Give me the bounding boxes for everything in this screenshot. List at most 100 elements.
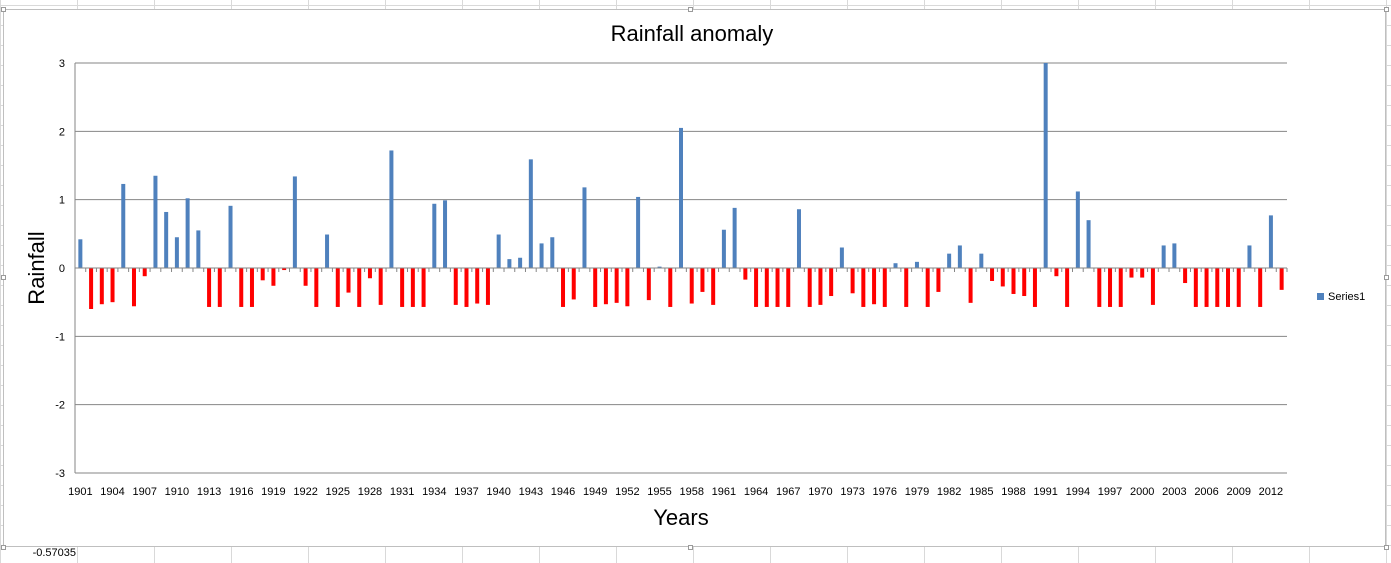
bar-1986: [990, 268, 995, 281]
bar-1953: [636, 196, 641, 268]
resize-handle-left[interactable]: [1, 275, 6, 280]
bar-1974: [861, 268, 866, 307]
bar-2002: [1161, 245, 1166, 268]
chart-area[interactable]: [3, 9, 1386, 547]
x-axis-label: Years: [653, 505, 708, 530]
legend[interactable]: Series1: [1317, 291, 1365, 303]
bar-1954: [646, 268, 651, 301]
bar-1981: [936, 268, 941, 292]
bar-1945: [550, 237, 555, 268]
y-tick-label: -3: [55, 468, 65, 480]
x-tick-label: 1916: [229, 486, 253, 498]
chart-title: Rainfall anomaly: [611, 21, 774, 46]
bar-2011: [1258, 268, 1263, 307]
x-tick-label: 2006: [1194, 486, 1218, 498]
bar-1902: [89, 268, 94, 309]
bar-2008: [1226, 268, 1231, 307]
x-tick-label: 2003: [1162, 486, 1186, 498]
bar-1923: [314, 268, 319, 307]
x-tick-label: 1940: [486, 486, 510, 498]
bar-1940: [496, 234, 501, 268]
bar-1903: [99, 268, 104, 305]
bar-1950: [603, 268, 608, 305]
bar-1960: [711, 268, 716, 305]
y-tick-label: -2: [55, 400, 65, 412]
x-tick-label: 2012: [1259, 486, 1283, 498]
bar-1939: [485, 268, 490, 305]
bar-1989: [1022, 268, 1027, 297]
bar-1922: [303, 268, 308, 286]
bar-1927: [357, 268, 362, 307]
bar-2010: [1247, 245, 1252, 268]
bar-1913: [207, 268, 212, 307]
bar-1956: [668, 268, 673, 307]
bar-1943: [528, 159, 533, 268]
x-tick-label: 1904: [100, 486, 124, 498]
bar-2000: [1140, 268, 1145, 278]
x-tick-label: 1955: [647, 486, 671, 498]
bar-1990: [1032, 268, 1037, 307]
bar-1963: [743, 268, 748, 280]
bar-2012: [1268, 215, 1273, 268]
x-tick-label: 1970: [808, 486, 832, 498]
bar-2009: [1236, 268, 1241, 307]
bar-1994: [1075, 191, 1080, 268]
bar-1933: [421, 268, 426, 307]
spreadsheet-cell-value[interactable]: -0.57035: [20, 544, 76, 563]
bar-1962: [732, 207, 737, 268]
bar-1929: [378, 268, 383, 305]
x-tick-label: 2009: [1226, 486, 1250, 498]
bar-1971: [829, 268, 834, 297]
bar-1942: [518, 257, 523, 268]
bar-1947: [571, 268, 576, 300]
bar-1980: [925, 268, 930, 307]
x-tick-label: 2000: [1130, 486, 1154, 498]
resize-handle-bottom-right[interactable]: [1384, 545, 1389, 550]
bar-1924: [325, 234, 330, 268]
y-tick-label: 3: [59, 58, 65, 70]
resize-handle-top-right[interactable]: [1384, 7, 1389, 12]
legend-swatch: [1317, 293, 1324, 300]
x-tick-label: 1907: [132, 486, 156, 498]
bar-1987: [1000, 268, 1005, 287]
x-tick-label: 1991: [1033, 486, 1057, 498]
bar-1915: [228, 205, 233, 268]
x-tick-label: 1994: [1066, 486, 1090, 498]
bar-1908: [153, 175, 158, 268]
bar-1982: [947, 253, 952, 268]
bar-1936: [453, 268, 458, 305]
bar-1949: [593, 268, 598, 307]
resize-handle-top-left[interactable]: [1, 7, 6, 12]
x-tick-label: 1901: [68, 486, 92, 498]
bar-1957: [679, 127, 683, 269]
bar-1975: [872, 268, 877, 305]
bar-1959: [700, 268, 705, 292]
bar-2007: [1215, 268, 1220, 307]
x-tick-label: 1913: [197, 486, 221, 498]
bar-1912: [196, 230, 201, 268]
bar-1919: [271, 268, 276, 286]
x-tick-label: 1997: [1098, 486, 1122, 498]
bar-1967: [786, 268, 791, 307]
resize-handle-top[interactable]: [688, 7, 693, 12]
x-tick-label: 1910: [165, 486, 189, 498]
x-tick-label: 1937: [454, 486, 478, 498]
bar-1941: [507, 259, 512, 268]
x-tick-label: 1988: [1001, 486, 1025, 498]
resize-handle-right[interactable]: [1384, 275, 1389, 280]
resize-handle-bottom-left[interactable]: [1, 545, 6, 550]
bar-2001: [1150, 268, 1155, 305]
bar-1973: [850, 268, 855, 294]
bar-1910: [174, 237, 179, 268]
bar-1937: [464, 268, 469, 307]
bar-1944: [539, 243, 544, 268]
bar-1993: [1065, 268, 1070, 307]
resize-handle-bottom[interactable]: [688, 545, 693, 550]
bar-1935: [443, 200, 448, 268]
bar-1926: [346, 268, 351, 293]
bar-1977: [893, 263, 898, 268]
bar-1917: [249, 268, 254, 307]
bar-1991: [1043, 63, 1048, 268]
x-tick-label: 1946: [551, 486, 575, 498]
